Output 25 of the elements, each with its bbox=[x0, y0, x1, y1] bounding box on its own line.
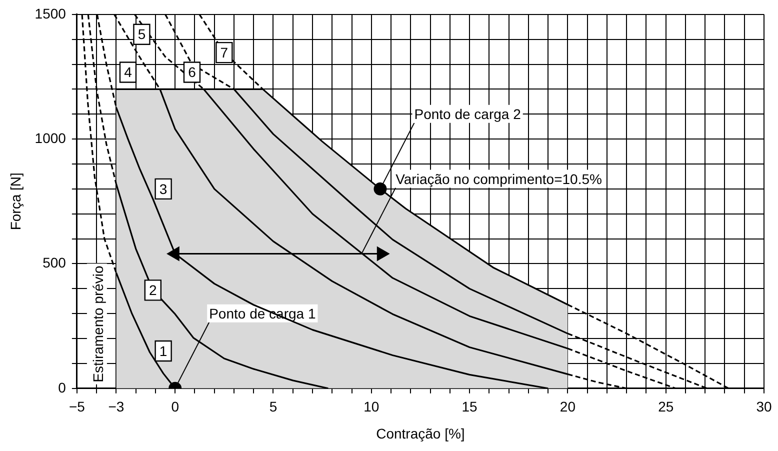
annotation: Variação no comprimento=10.5% bbox=[396, 170, 602, 187]
annotation: 5 bbox=[138, 26, 146, 42]
x-tick-label: 10 bbox=[364, 398, 380, 415]
annotation: 2 bbox=[149, 282, 158, 298]
y-tick-label: 500 bbox=[42, 254, 66, 271]
annotation: Ponto de carga 2 bbox=[414, 106, 522, 122]
y-tick-label: 1000 bbox=[34, 130, 66, 146]
x-tick-label: 20 bbox=[560, 398, 576, 415]
x-tick-label: 5 bbox=[269, 398, 278, 415]
y-tick-label: 1500 bbox=[34, 5, 66, 22]
y-axis-title: Força [N] bbox=[7, 172, 24, 230]
x-tick-label: 30 bbox=[756, 398, 772, 415]
annotation: Estiramento prévio bbox=[90, 265, 106, 382]
x-tick-label: −5 bbox=[68, 398, 86, 415]
x-tick-label: 0 bbox=[171, 398, 180, 415]
x-tick-label: −3 bbox=[108, 398, 124, 415]
annotation: 1 bbox=[159, 342, 168, 359]
annotation: 6 bbox=[188, 64, 196, 80]
y-tick-label: 0 bbox=[58, 379, 66, 396]
x-tick-label: 25 bbox=[658, 398, 674, 415]
annotation: 4 bbox=[124, 64, 132, 80]
annotation: 3 bbox=[159, 180, 168, 197]
x-axis-title: Contração [%] bbox=[376, 425, 465, 442]
annotation: 7 bbox=[220, 44, 228, 60]
x-tick-label: 15 bbox=[462, 398, 478, 415]
